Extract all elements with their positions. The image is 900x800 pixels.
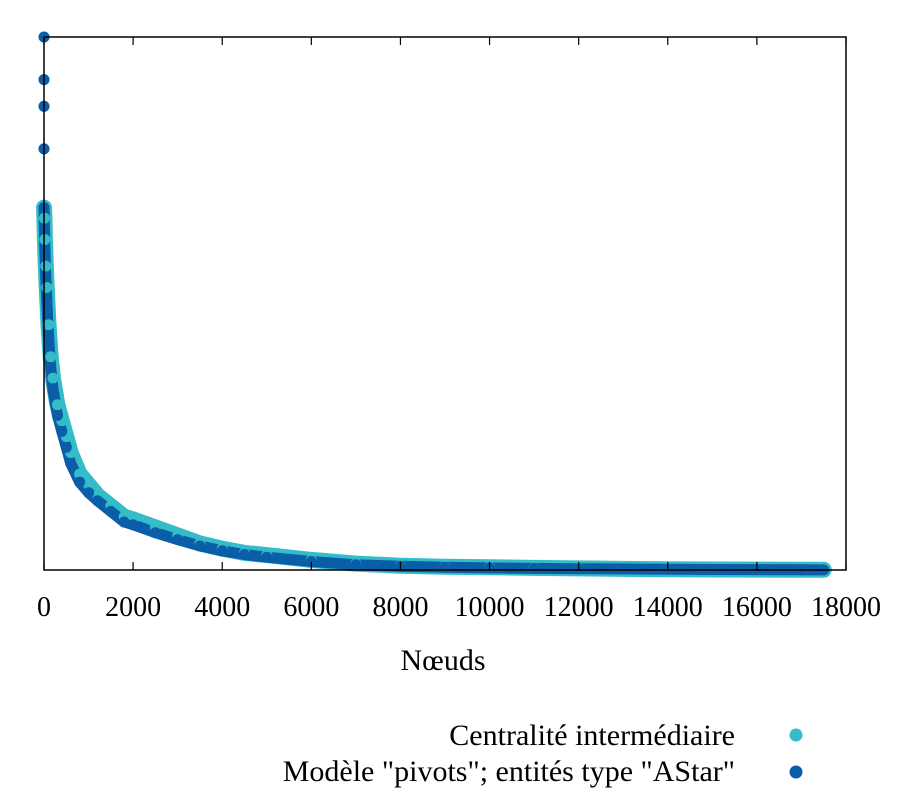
data-point-pivots [261,551,273,563]
data-point-pivots [105,505,117,517]
data-point-centralite [43,319,54,331]
legend-marker-pivots [789,765,803,779]
data-point-centralite [47,372,59,384]
data-point-pivots [51,409,63,421]
x-tick-label: 10000 [455,592,525,623]
data-point-pivots [60,441,72,453]
data-point-pivots [216,545,228,557]
data-point-centralite [45,351,57,363]
x-tick-label: 2000 [105,592,161,623]
x-tick-label: 16000 [722,592,792,623]
data-point-pivots [65,457,77,469]
data-point-pivots [617,563,629,575]
plot-frame [43,36,847,571]
data-point-centralite [83,479,95,491]
data-point-pivots [350,559,362,571]
data-point-pivots [43,330,54,341]
legend-label-centralite: Centralité intermédiaire [449,719,735,752]
x-axis-title: Nœuds [400,644,485,677]
data-point-centralite [39,234,51,245]
data-point-pivots [528,562,540,574]
data-point-pivots [149,527,161,539]
data-point-centralite [74,468,86,480]
data-point-pivots [74,476,86,488]
data-point-centralite [40,260,52,272]
x-tick-label: 18000 [811,592,881,623]
data-point-pivots [172,534,184,546]
data-point-pivots [239,549,250,560]
legend: Centralité intermédiaire Modèle "pivots"… [283,719,803,788]
x-axis-ticks: 0 2000 4000 6000 8000 10000 12000 14000 16000 180… [37,37,881,623]
data-point-pivots [439,561,451,573]
data-point-pivots [45,362,57,373]
data-point-pivots [40,271,52,283]
data-point-centralite [41,282,53,293]
data-point-pivots [39,244,51,256]
data-point-pivots [127,519,139,531]
data-points [38,31,830,576]
data-point-pivots [47,383,59,395]
data-point-pivots [118,516,130,528]
scatter-bands [36,199,832,578]
data-point-pivots [83,487,95,499]
legend-label-pivots: Modèle "pivots"; entités type "AStar" [283,755,735,788]
data-point-pivots [56,425,68,437]
data-point-pivots [92,495,103,507]
x-tick-label: 12000 [544,592,614,623]
x-tick-label: 4000 [194,592,250,623]
data-point-centralite [51,399,63,411]
data-point-pivots [41,292,53,304]
series-band-centralite [36,199,832,578]
data-point-pivots [194,540,206,552]
x-tick-label: 8000 [372,592,428,623]
series-band-pivots [38,202,830,576]
x-tick-label: 0 [37,592,51,623]
data-point-pivots [305,556,317,567]
x-tick-label: 6000 [283,592,339,623]
x-tick-label: 14000 [633,592,703,623]
legend-marker-centralite [789,728,803,742]
